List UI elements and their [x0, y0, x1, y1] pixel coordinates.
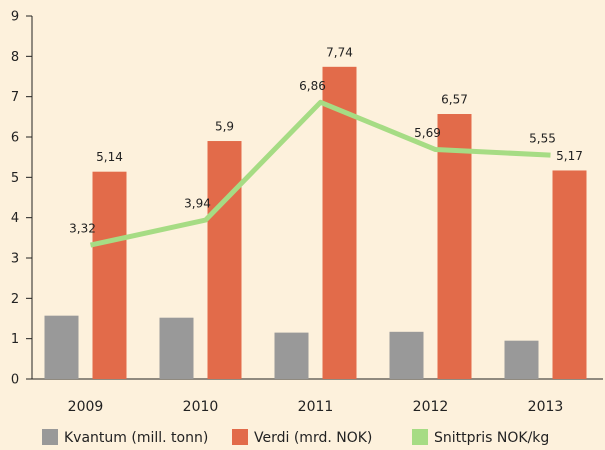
bar	[552, 170, 587, 379]
x-tick-label: 2013	[528, 399, 564, 415]
y-tick-label: 4	[11, 211, 19, 226]
y-tick-label: 6	[11, 131, 19, 146]
x-tick-label: 2009	[68, 399, 104, 415]
value-label: 6,86	[299, 79, 326, 93]
x-tick-label: 2010	[183, 399, 219, 415]
y-tick-label: 0	[11, 373, 19, 388]
value-label: 6,57	[441, 93, 468, 107]
value-label: 5,14	[96, 150, 123, 164]
bar	[44, 315, 79, 379]
legend-label: Snittpris NOK/kg	[434, 430, 549, 446]
y-tick-label: 8	[11, 50, 19, 65]
y-tick-label: 7	[11, 90, 19, 105]
y-tick-label: 1	[11, 332, 19, 347]
legend-swatch	[412, 429, 428, 445]
value-label: 5,69	[414, 126, 441, 140]
y-tick-label: 2	[11, 292, 19, 307]
value-label: 7,74	[326, 45, 353, 59]
bar	[92, 171, 127, 379]
x-tick-label: 2011	[298, 399, 334, 415]
bar	[159, 317, 194, 379]
bar	[274, 332, 309, 379]
value-label: 5,17	[556, 149, 583, 163]
bar	[437, 114, 472, 379]
bar	[504, 340, 539, 379]
y-tick-label: 5	[11, 171, 19, 186]
value-label: 5,9	[215, 120, 234, 134]
y-tick-label: 9	[11, 10, 19, 25]
legend-swatch	[42, 429, 58, 445]
value-label: 3,94	[184, 197, 211, 211]
line	[89, 99, 551, 248]
x-tick-label: 2012	[413, 399, 449, 415]
legend-label: Kvantum (mill. tonn)	[64, 430, 208, 446]
value-label: 5,55	[529, 132, 556, 146]
legend-swatch	[232, 429, 248, 445]
bar	[207, 141, 242, 379]
legend-label: Verdi (mrd. NOK)	[254, 430, 372, 446]
y-tick-label: 3	[11, 252, 19, 267]
value-label: 3,32	[69, 222, 96, 236]
bar	[389, 331, 424, 379]
bar	[322, 66, 357, 379]
